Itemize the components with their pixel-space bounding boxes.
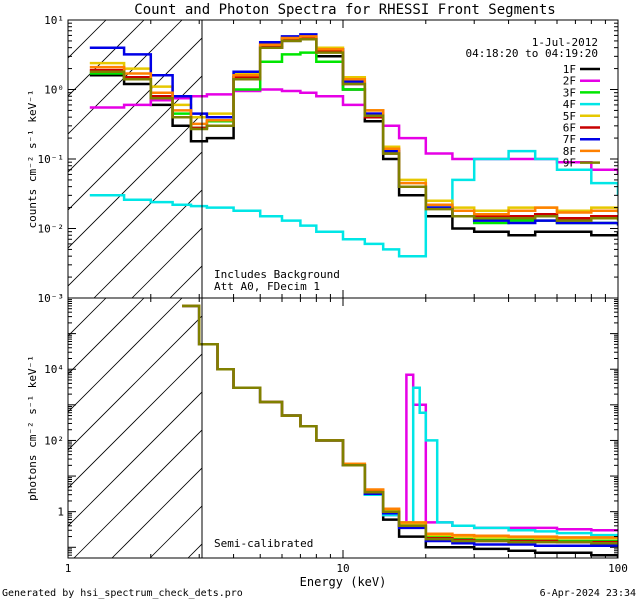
- photon-series-group: [182, 304, 618, 558]
- legend-date: 1-Jul-2012: [532, 36, 598, 49]
- y-tick-label: 10²: [44, 434, 64, 447]
- legend-label-5F: 5F: [563, 110, 576, 123]
- hatch-line: [131, 227, 202, 298]
- hatch-line: [73, 429, 202, 558]
- series-line-4F-photon-spectrum: [182, 304, 618, 537]
- series-line-2F-photon-spectrum: [182, 304, 618, 532]
- legend-label-4F: 4F: [563, 98, 576, 111]
- hatch-line: [68, 315, 202, 451]
- legend-label-1F: 1F: [563, 63, 576, 76]
- hatch-line: [68, 151, 202, 287]
- legend-label-2F: 2F: [563, 75, 576, 88]
- hatch-line: [187, 543, 202, 558]
- annotation-attenuator: Att A0, FDecim 1: [214, 280, 320, 293]
- legend: 1-Jul-2012 04:18:20 to 04:19:20 1F2F3F4F…: [466, 36, 600, 170]
- series-line-1F-count-spectrum: [89, 37, 618, 237]
- legend-label-3F: 3F: [563, 86, 576, 99]
- legend-time-range: 04:18:20 to 04:19:20: [466, 47, 598, 60]
- hatch-line: [111, 467, 202, 558]
- series-line-8F-photon-spectrum: [182, 304, 618, 539]
- annotation-background: Includes Background: [214, 268, 340, 281]
- hatch-region-photon: [68, 298, 202, 558]
- legend-label-8F: 8F: [563, 145, 576, 158]
- series-line-3F-photon-spectrum: [182, 304, 618, 543]
- photon-ylabel: photons cm⁻² s⁻¹ keV⁻¹: [26, 355, 39, 501]
- hatch-line: [68, 20, 183, 135]
- hatch-line: [68, 75, 202, 211]
- y-tick-label: 10¹: [44, 14, 64, 27]
- series-line-8F-count-spectrum: [89, 35, 618, 216]
- chart-title: Count and Photon Spectra for RHESSI Fron…: [134, 2, 555, 18]
- x-tick-label: 100: [608, 562, 628, 575]
- series-line-5F-photon-spectrum: [182, 304, 618, 540]
- x-tick-label: 10: [336, 562, 349, 575]
- series-line-3F-count-spectrum: [89, 51, 618, 225]
- y-tick-label: 10⁰: [44, 84, 64, 97]
- series-line-4F-count-spectrum: [89, 149, 618, 258]
- hatch-line: [149, 505, 202, 558]
- annotation-semicalibrated: Semi-calibrated: [214, 537, 313, 550]
- hatch-line: [93, 189, 202, 298]
- y-tick-label: 1: [57, 506, 64, 519]
- count-series-group: [89, 33, 618, 258]
- legend-label-9F: 9F: [563, 157, 576, 170]
- count-ylabel: counts cm⁻² s⁻¹ keV⁻¹: [26, 89, 39, 228]
- series-line-9F-count-spectrum: [89, 37, 618, 222]
- hatch-region-count: [68, 20, 202, 298]
- y-tick-label: 10⁻³: [38, 292, 65, 305]
- y-tick-label: 10⁻¹: [38, 153, 65, 166]
- hatch-line: [68, 353, 202, 489]
- x-axis-label: Energy (keV): [300, 575, 387, 589]
- hatch-line: [68, 298, 183, 413]
- series-line-6F-count-spectrum: [89, 36, 618, 220]
- series-line-7F-count-spectrum: [89, 33, 618, 226]
- legend-label-6F: 6F: [563, 122, 576, 135]
- axes-group: 10⁻³ 10⁻² 10⁻¹ 10⁰ 10¹ 1 10² 10⁴ 1 10 100: [38, 14, 628, 575]
- series-line-9F-photon-spectrum: [182, 304, 618, 545]
- footer-timestamp: 6-Apr-2024 23:34: [540, 588, 636, 599]
- hatch-line: [68, 113, 202, 249]
- hatch-line: [68, 298, 145, 375]
- series-line-2F-count-spectrum: [89, 88, 618, 175]
- x-tick-label: 1: [65, 562, 72, 575]
- y-tick-label: 10⁻²: [38, 223, 65, 236]
- y-tick-label: 10⁴: [44, 363, 64, 376]
- hatch-line: [68, 391, 202, 527]
- footer-generated-by: Generated by hsi_spectrum_check_dets.pro: [2, 588, 243, 599]
- hatch-line: [68, 37, 202, 173]
- legend-label-7F: 7F: [563, 133, 576, 146]
